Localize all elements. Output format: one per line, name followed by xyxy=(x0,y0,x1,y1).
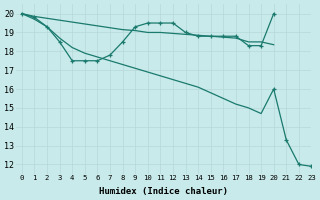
X-axis label: Humidex (Indice chaleur): Humidex (Indice chaleur) xyxy=(99,187,228,196)
